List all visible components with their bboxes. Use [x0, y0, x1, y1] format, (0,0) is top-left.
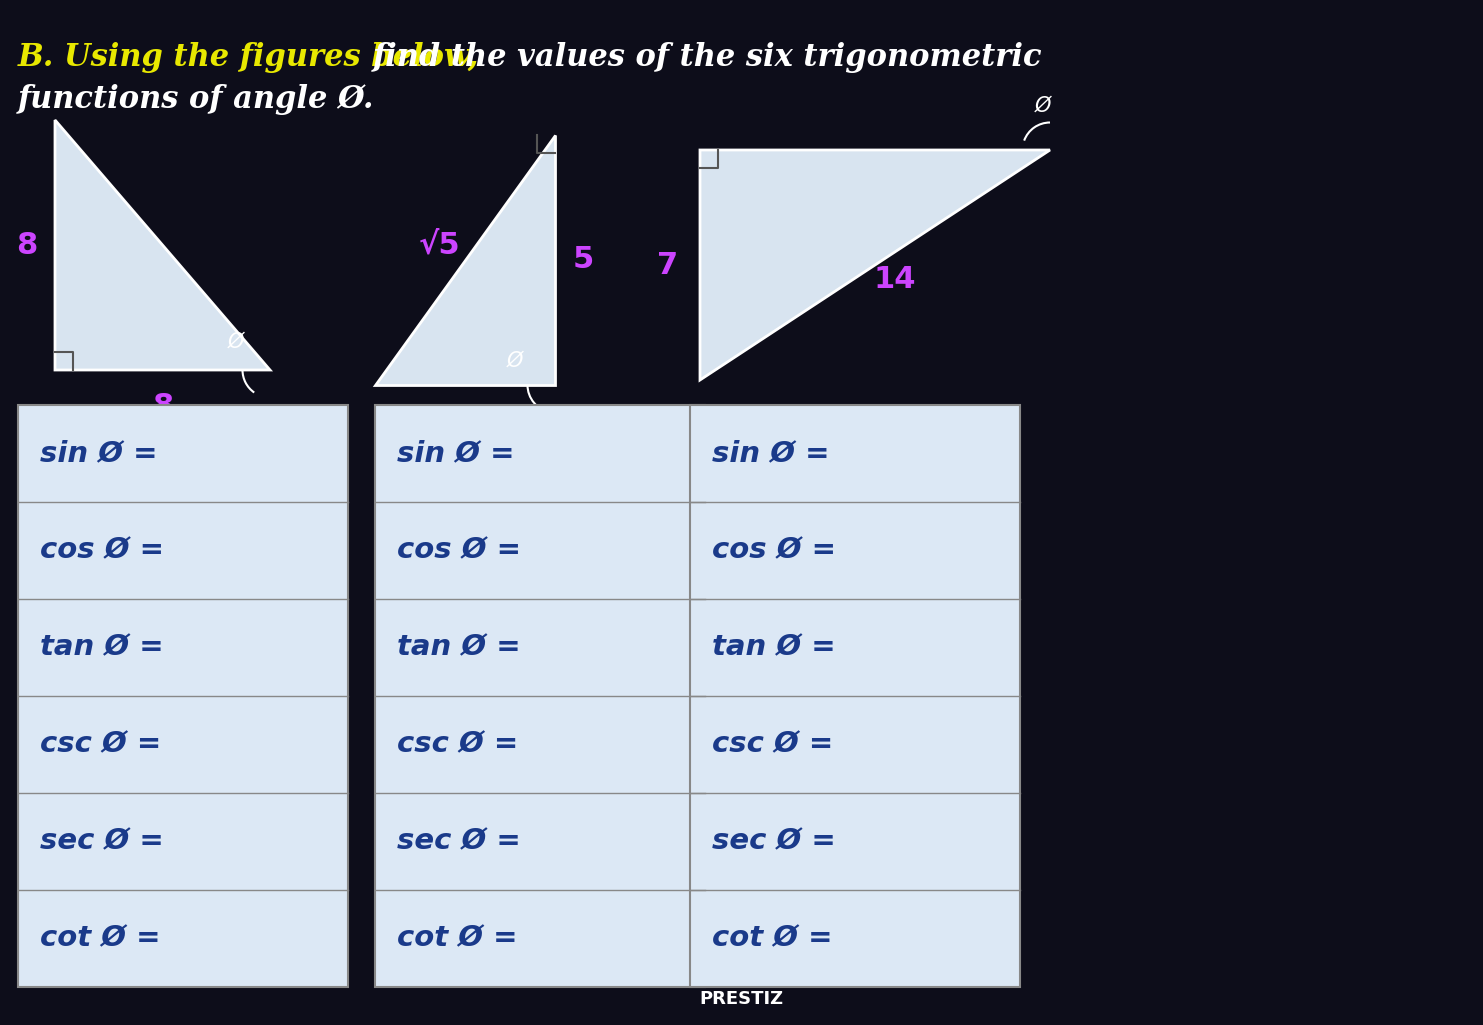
Text: cos Ø =: cos Ø =	[397, 536, 521, 565]
Text: csc Ø =: csc Ø =	[712, 731, 833, 758]
Text: cot Ø =: cot Ø =	[40, 925, 160, 952]
Text: sin Ø =: sin Ø =	[397, 440, 515, 467]
Text: cot Ø =: cot Ø =	[397, 925, 518, 952]
Text: PRESTIZ: PRESTIZ	[698, 990, 783, 1008]
Text: tan Ø =: tan Ø =	[397, 633, 521, 661]
Text: B. Using the figures below,: B. Using the figures below,	[18, 42, 489, 73]
Text: 8: 8	[16, 231, 37, 259]
Text: sec Ø =: sec Ø =	[712, 827, 836, 856]
Text: Ø: Ø	[1035, 96, 1051, 116]
Text: 8: 8	[151, 392, 174, 421]
Text: cos Ø =: cos Ø =	[712, 536, 836, 565]
Text: find the values of the six trigonometric: find the values of the six trigonometric	[374, 42, 1043, 73]
Text: Ø: Ø	[507, 351, 523, 371]
Bar	[375, 405, 704, 987]
Text: sec Ø =: sec Ø =	[397, 827, 521, 856]
Polygon shape	[700, 150, 1050, 380]
Text: functions of angle Ø.: functions of angle Ø.	[18, 84, 375, 115]
Text: Ø: Ø	[228, 332, 245, 352]
Text: tan Ø =: tan Ø =	[712, 633, 835, 661]
Text: tan Ø =: tan Ø =	[40, 633, 163, 661]
Text: csc Ø =: csc Ø =	[397, 731, 518, 758]
Text: cot Ø =: cot Ø =	[712, 925, 832, 952]
Text: cos Ø =: cos Ø =	[40, 536, 165, 565]
Bar	[18, 405, 349, 987]
Polygon shape	[375, 135, 555, 385]
Text: 5: 5	[572, 246, 595, 275]
Text: 14: 14	[873, 265, 916, 294]
Text: sin Ø =: sin Ø =	[712, 440, 829, 467]
Bar	[690, 405, 1020, 987]
Text: √5: √5	[420, 231, 461, 259]
Text: csc Ø =: csc Ø =	[40, 731, 162, 758]
Text: sin Ø =: sin Ø =	[40, 440, 157, 467]
Text: sec Ø =: sec Ø =	[40, 827, 163, 856]
Polygon shape	[55, 120, 270, 370]
Text: 7: 7	[657, 250, 678, 280]
